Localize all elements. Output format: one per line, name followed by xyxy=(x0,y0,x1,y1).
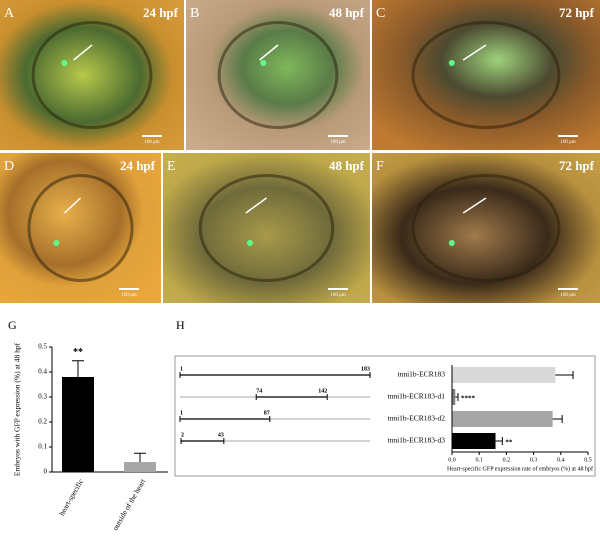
arrow xyxy=(63,197,82,214)
bar xyxy=(124,462,156,472)
y-tick-label: 0.1 xyxy=(38,443,47,451)
significance: ** xyxy=(505,439,513,447)
arrow xyxy=(462,44,487,61)
construct-position: 1 xyxy=(180,366,183,372)
panel-label: E xyxy=(167,159,176,174)
y-tick-label: 0.3 xyxy=(38,393,47,401)
construct-position: 1 xyxy=(180,410,183,416)
significance: **** xyxy=(461,395,476,403)
scale-label: 100 μm xyxy=(121,293,136,298)
x-tick-label: 0.1 xyxy=(475,457,483,463)
gfp-signal xyxy=(260,60,267,66)
bar xyxy=(452,411,553,427)
construct-name: tnni1b-ECR183-d2 xyxy=(388,414,446,423)
x-tick-label: 0.0 xyxy=(448,457,456,463)
bar xyxy=(62,377,94,472)
x-tick-label: outside of the heart xyxy=(111,477,148,532)
scale-label: 100 μm xyxy=(144,140,159,145)
stage-label: 72 hpf xyxy=(559,5,595,20)
construct-name: tnni1b-ECR183 xyxy=(397,370,445,379)
panel-label: H xyxy=(176,318,185,332)
construct-position: 2 xyxy=(181,432,184,438)
micrograph xyxy=(163,153,370,303)
arrow xyxy=(462,197,487,214)
error-bar xyxy=(495,437,503,445)
construct-position: 183 xyxy=(361,366,370,372)
construct-position: 87 xyxy=(264,410,270,416)
significance: ** xyxy=(73,347,83,358)
bar xyxy=(452,389,456,405)
embryo-outline xyxy=(198,174,335,282)
gfp-signal xyxy=(53,240,60,246)
y-axis-label: Embryos with GFP expression (%) at 48 hp… xyxy=(13,342,22,476)
construct-position: 43 xyxy=(218,432,224,438)
x-tick-label: 0.3 xyxy=(530,457,538,463)
y-tick-label: 0.2 xyxy=(38,418,47,426)
gfp-signal xyxy=(448,60,455,66)
x-tick-label: 0.2 xyxy=(503,457,511,463)
error-bar xyxy=(552,415,563,423)
scale-label: 100 μm xyxy=(330,140,345,145)
micrograph xyxy=(0,0,184,150)
panel-label: B xyxy=(190,6,199,21)
stage-label: 24 hpf xyxy=(143,5,179,20)
gfp-signal xyxy=(61,60,68,66)
embryo-outline xyxy=(411,174,561,282)
construct-position: 74 xyxy=(256,388,262,394)
x-tick-label: 0.5 xyxy=(584,457,592,463)
panel-label: C xyxy=(376,6,385,21)
embryo-outline xyxy=(27,174,134,282)
embryo-outline xyxy=(217,21,339,129)
x-tick-label: heart-specific xyxy=(57,477,86,517)
embryo-outline xyxy=(31,21,153,129)
panel-h-frame xyxy=(174,355,596,477)
y-tick-label: 0 xyxy=(44,468,48,476)
stage-label: 48 hpf xyxy=(329,5,365,20)
panel-label: F xyxy=(376,159,384,174)
gfp-signal xyxy=(246,240,253,246)
error-bar xyxy=(72,360,84,377)
bar xyxy=(452,367,556,383)
y-tick-label: 0.5 xyxy=(38,343,47,351)
micrograph xyxy=(0,153,161,303)
bar xyxy=(452,433,496,449)
construct-name: tnni1b-ECR183-d3 xyxy=(388,436,446,445)
construct-name: tnni1b-ECR183-d1 xyxy=(388,392,446,401)
panel-label: G xyxy=(8,318,17,332)
panel-label: D xyxy=(4,159,14,174)
arrow xyxy=(73,44,93,61)
scale-label: 100 μm xyxy=(330,293,345,298)
micrograph xyxy=(372,153,600,303)
y-tick-label: 0.4 xyxy=(38,368,47,376)
x-tick-label: 0.4 xyxy=(557,457,565,463)
gfp-signal xyxy=(448,240,455,246)
stage-label: 48 hpf xyxy=(329,158,365,173)
error-bar xyxy=(455,393,459,401)
micrograph xyxy=(372,0,600,150)
construct-position: 142 xyxy=(318,388,327,394)
stage-label: 24 hpf xyxy=(120,158,156,173)
panel-label: A xyxy=(4,6,15,21)
x-axis-label: Heart-specific GFP expression rate of em… xyxy=(447,465,593,472)
stage-label: 72 hpf xyxy=(559,158,595,173)
arrow xyxy=(259,44,279,61)
embryo-outline xyxy=(411,21,561,129)
error-bar xyxy=(555,371,574,379)
micrograph xyxy=(186,0,370,150)
scale-label: 100 μm xyxy=(560,293,575,298)
error-bar xyxy=(134,452,146,462)
scale-label: 100 μm xyxy=(560,140,575,145)
arrow xyxy=(245,197,267,214)
